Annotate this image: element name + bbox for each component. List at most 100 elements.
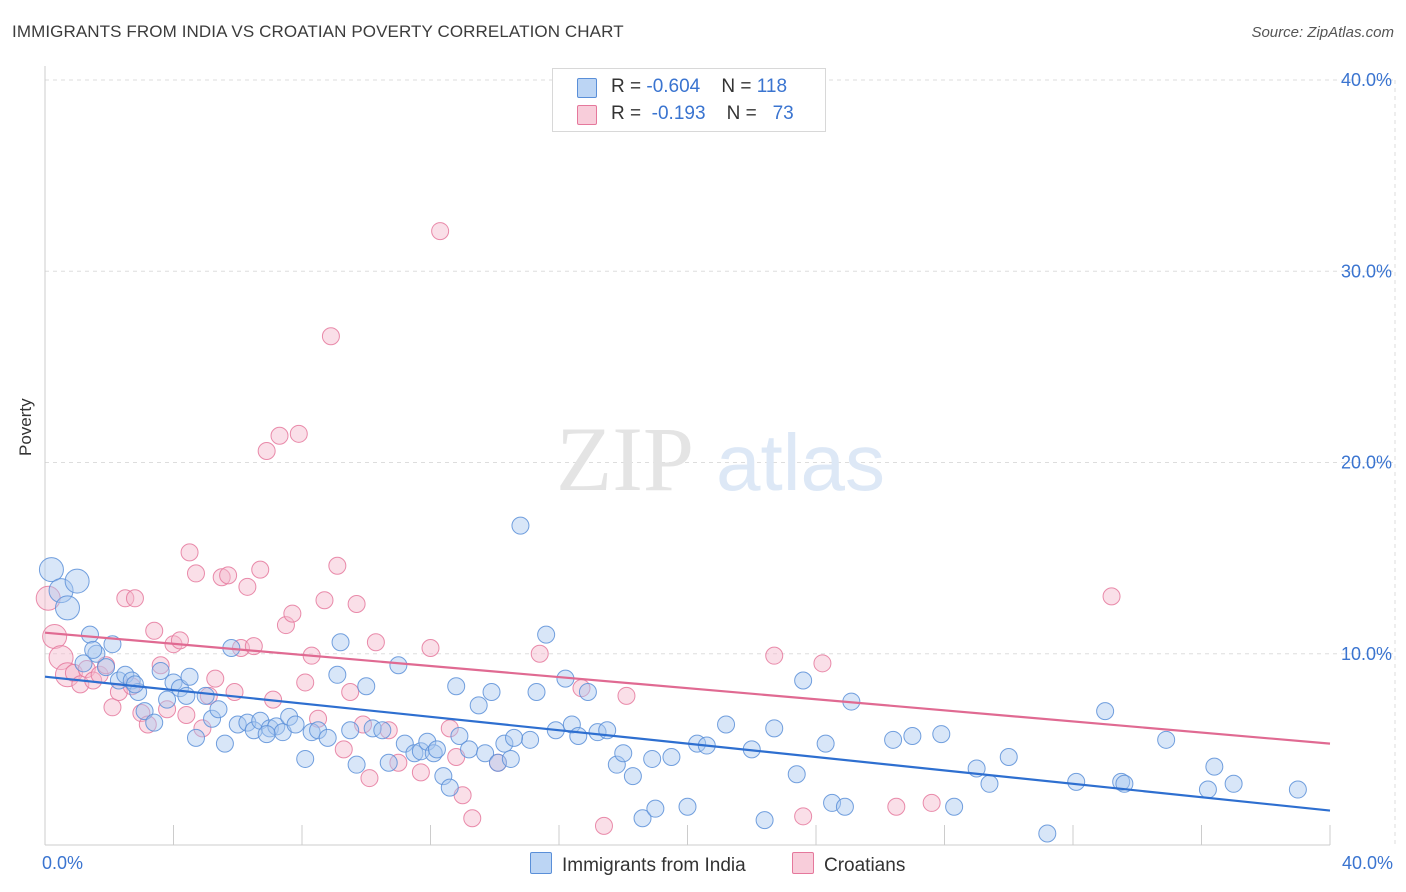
legend-text-india: R = -0.604 N = 118	[611, 76, 787, 98]
india-point	[296, 749, 315, 768]
india-point	[662, 748, 681, 767]
x-tick-label: 40.0%	[1342, 853, 1393, 873]
croatians-point	[125, 589, 144, 608]
croatians-point	[765, 646, 784, 665]
india-point	[170, 679, 189, 698]
india-point	[347, 755, 366, 774]
india-point	[505, 728, 524, 747]
croatians-point	[257, 442, 276, 461]
croatians-point	[48, 645, 74, 671]
y-tick-label: 20.0%	[1341, 453, 1392, 473]
india-point	[331, 633, 350, 652]
chart-source: Source: ZipAtlas.com	[1251, 24, 1394, 41]
croatians-point	[347, 595, 366, 614]
india-point	[835, 797, 854, 816]
india-point	[286, 715, 305, 734]
croatians-point	[421, 639, 440, 658]
india-point	[1112, 772, 1131, 791]
croatians-point	[158, 700, 177, 719]
india-point	[569, 726, 588, 745]
india-point	[418, 732, 437, 751]
india-point	[999, 748, 1018, 767]
india-point	[1288, 780, 1307, 799]
watermark-zip: ZIP	[556, 408, 694, 510]
india-point	[562, 715, 581, 734]
croatians-point	[138, 715, 157, 734]
croatians-point	[145, 621, 164, 640]
legend-swatch-croatians	[792, 852, 814, 874]
croatians-point	[813, 654, 832, 673]
croatians-point	[177, 705, 196, 724]
india-point	[521, 730, 540, 749]
legend-label-croatians: Croatians	[824, 855, 906, 876]
india-point	[787, 765, 806, 784]
india-point	[341, 721, 360, 740]
croatians-point	[328, 556, 347, 575]
india-point	[427, 740, 446, 759]
india-point	[765, 719, 784, 738]
india-point	[643, 749, 662, 768]
croatians-point	[206, 669, 225, 688]
croatians-point	[116, 589, 135, 608]
india-point	[373, 721, 392, 740]
y-tick-label: 10.0%	[1341, 644, 1392, 664]
legend-swatch-india	[577, 78, 597, 98]
croatians-point	[212, 568, 231, 587]
croatians-point	[180, 543, 199, 562]
india-point	[158, 690, 177, 709]
india-point	[980, 774, 999, 793]
croatians-point	[334, 740, 353, 759]
india-point	[309, 721, 328, 740]
legend-text-croatians: R = -0.193 N = 73	[611, 103, 794, 125]
india-point	[578, 683, 597, 701]
x-tick-label: 0.0%	[42, 853, 83, 873]
india-point	[1096, 702, 1115, 721]
india-point	[209, 700, 228, 719]
watermark-atlas: atlas	[716, 418, 885, 507]
india-point	[501, 749, 520, 768]
croatians-point	[389, 753, 408, 772]
croatians-point	[151, 656, 170, 675]
india-point	[389, 656, 408, 675]
india-point	[203, 709, 222, 728]
n-label: N =	[721, 76, 757, 97]
croatians-point	[530, 644, 549, 663]
india-point	[80, 625, 99, 644]
india-point	[633, 809, 652, 828]
india-points	[38, 516, 1307, 843]
india-point	[196, 686, 215, 705]
india-point	[447, 677, 466, 696]
india-point	[54, 595, 80, 621]
croatians-point	[431, 222, 450, 241]
legend-label-india: Immigrants from India	[562, 855, 746, 876]
croatians-point	[296, 673, 315, 692]
india-point	[302, 723, 321, 742]
croatians-point	[270, 426, 289, 445]
chart-title: IMMIGRANTS FROM INDIA VS CROATIAN POVERT…	[12, 22, 624, 41]
r-value: -0.604	[646, 76, 701, 97]
trend-lines	[44, 631, 1331, 812]
india-point	[646, 799, 665, 818]
croatians-point	[360, 769, 379, 788]
croatians-point	[283, 604, 302, 623]
india-point	[460, 740, 479, 759]
india-point	[1067, 772, 1086, 791]
india-point	[379, 753, 398, 772]
croatians-point	[251, 560, 270, 579]
india-point	[884, 730, 903, 749]
india-point	[186, 728, 205, 747]
india-point	[527, 683, 546, 701]
india-point	[1205, 757, 1224, 776]
india-point	[38, 557, 64, 583]
india-point	[903, 726, 922, 745]
croatians-point	[794, 807, 813, 826]
india-point	[755, 811, 774, 830]
india-point	[318, 728, 337, 747]
legend-swatch-india	[530, 852, 552, 874]
india-point	[482, 683, 501, 701]
india-point	[64, 568, 90, 594]
india-point	[450, 726, 469, 745]
india-point	[614, 744, 633, 763]
croatians-point	[219, 566, 238, 585]
